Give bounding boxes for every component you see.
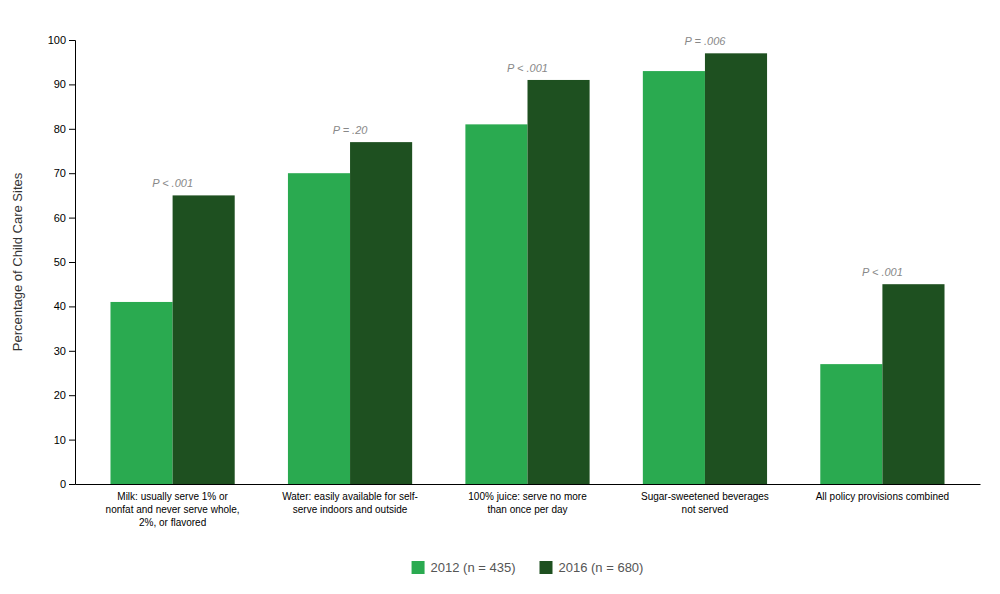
bar [110,302,172,484]
x-tick-label: Water: easily available for self-serve i… [282,491,418,515]
legend-label: 2016 (n = 680) [559,560,644,575]
y-tick: 20 [54,389,75,401]
y-tick: 70 [54,167,75,179]
x-tick: Milk: usually serve 1% ornonfat and neve… [106,491,240,528]
x-tick: All policy provisions combined [816,491,949,502]
y-tick-mark [69,351,75,352]
y-tick: 0 [60,478,75,490]
bar [705,53,767,484]
x-axis: Milk: usually serve 1% ornonfat and neve… [76,485,981,529]
y-tick-label: 70 [54,167,66,179]
x-tick-label: Milk: usually serve 1% ornonfat and neve… [106,491,240,528]
y-tick-label: 20 [54,389,66,401]
y-tick-label: 0 [60,478,66,490]
bar [350,142,412,484]
y-tick: 90 [54,78,75,90]
plot: 0 10 20 30 40 50 60 70 80 90 100 Milk: usually serv… [48,34,981,528]
y-tick-label: 40 [54,300,66,312]
y-tick-label: 30 [54,345,66,357]
y-tick-mark [69,306,75,307]
y-tick-label: 10 [54,434,66,446]
x-tick-label: 100% juice: serve no morethan once per d… [468,491,587,515]
annotation: P < .001 [152,177,193,189]
x-axis-line [76,484,981,485]
y-tick: 80 [54,123,75,135]
y-tick-label: 50 [54,256,66,268]
x-tick: Sugar-sweetened beveragesnot served [641,491,769,515]
y-tick: 40 [54,300,75,312]
y-tick-mark [69,395,75,396]
legend-swatch [412,561,425,574]
bar [643,71,705,484]
bar [820,364,882,484]
annotation: P = .20 [333,124,369,136]
y-tick: 60 [54,212,75,224]
bar [882,284,944,484]
bar [173,195,235,484]
annotation: P < .001 [507,62,548,74]
bar-series [173,53,945,484]
legend: 2012 (n = 435) 2016 (n = 680) [412,560,644,575]
bar [465,124,527,484]
chart: 0 10 20 30 40 50 60 70 80 90 100 Milk: usually serv… [0,0,1000,594]
x-tick-label: Sugar-sweetened beveragesnot served [641,491,769,515]
legend-item: 2016 (n = 680) [540,560,644,575]
y-axis-title: Percentage of Child Care Sites [10,172,25,351]
annotations: P < .001 P = .20 P < .001 P = .006 P < .001 [152,35,903,278]
legend-label: 2012 (n = 435) [431,560,516,575]
legend-item: 2012 (n = 435) [412,560,516,575]
y-tick: 50 [54,256,75,268]
y-tick-mark [69,484,75,485]
y-tick-label: 100 [48,34,66,46]
annotation: P = .006 [685,35,727,47]
y-tick-mark [69,262,75,263]
x-tick: Water: easily available for self-serve i… [282,491,418,515]
y-tick-mark [69,440,75,441]
y-tick-mark [69,173,75,174]
bars [110,53,944,484]
y-tick: 10 [54,434,75,446]
x-tick: 100% juice: serve no morethan once per d… [468,491,587,515]
y-tick-label: 90 [54,78,66,90]
bar [528,80,590,484]
y-tick: 100 [48,34,75,46]
y-tick-mark [69,129,75,130]
bar [288,173,350,484]
legend-swatch [540,561,553,574]
y-tick-label: 60 [54,212,66,224]
x-tick-label: All policy provisions combined [816,491,949,502]
y-tick: 30 [54,345,75,357]
annotation: P < .001 [862,266,903,278]
y-axis: 0 10 20 30 40 50 60 70 80 90 100 [48,34,76,490]
y-tick-mark [69,84,75,85]
y-tick-label: 80 [54,123,66,135]
y-axis-line [69,41,76,485]
y-tick-mark [69,40,75,41]
y-tick-mark [69,218,75,219]
